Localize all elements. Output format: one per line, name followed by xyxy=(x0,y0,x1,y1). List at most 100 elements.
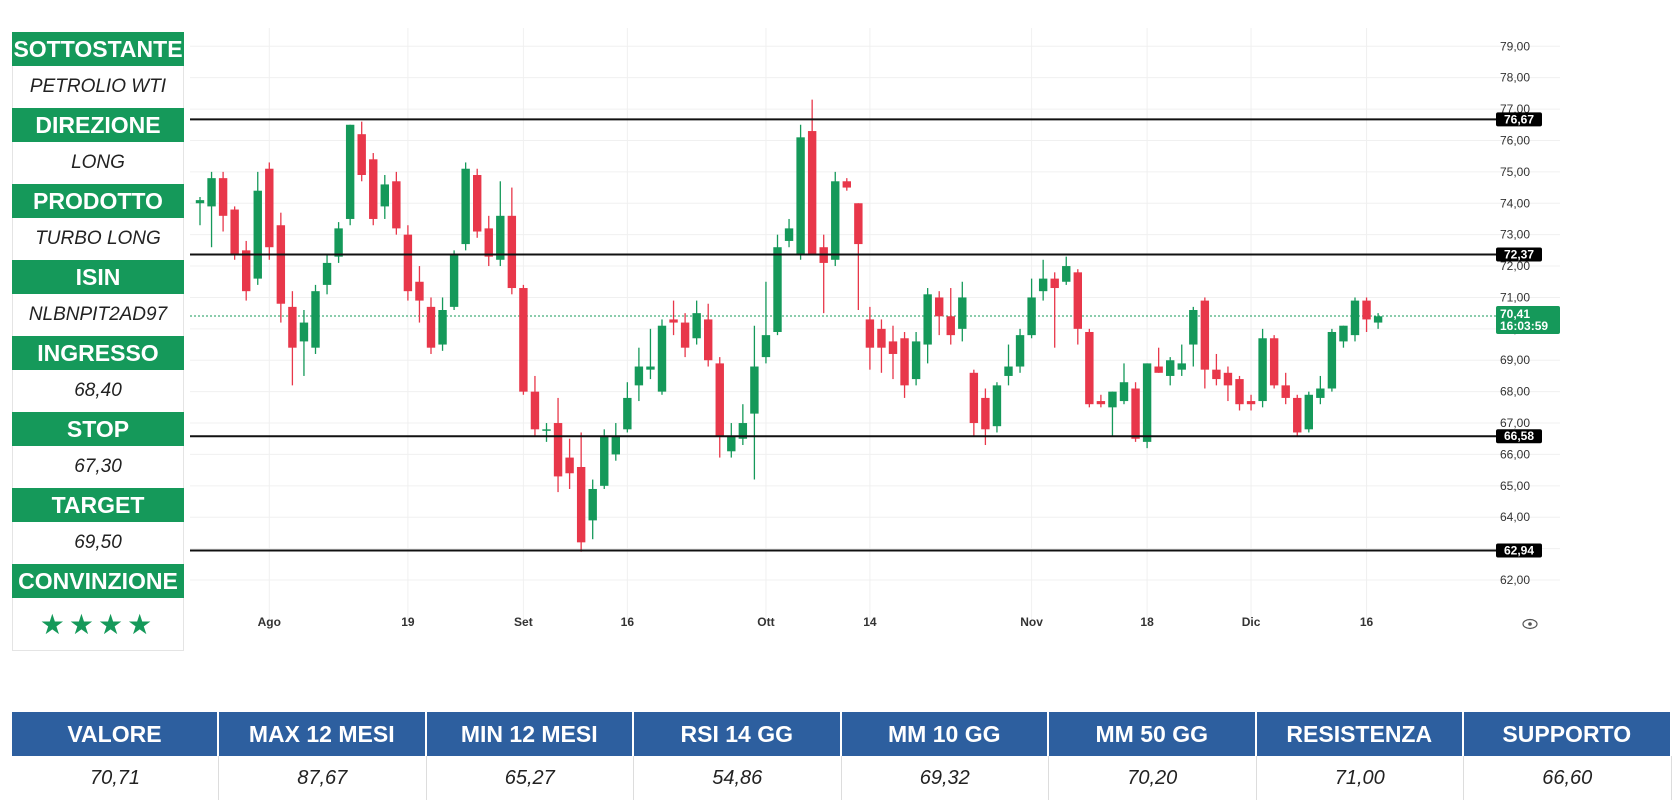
candle-body xyxy=(1258,338,1267,402)
stats-table: VALORE MAX 12 MESI MIN 12 MESI RSI 14 GG MM … xyxy=(12,712,1672,800)
sidebar-value-target: 69,50 xyxy=(12,522,184,564)
y-tick-label: 69,00 xyxy=(1500,353,1530,367)
stats-header-valore: VALORE xyxy=(12,712,219,756)
candle-body xyxy=(1085,331,1094,405)
candle-body xyxy=(1142,363,1152,442)
sidebar-label-isin: ISIN xyxy=(12,260,184,294)
x-tick-label: 19 xyxy=(401,615,415,629)
chart-svg: 62,0063,0064,0065,0066,0067,0068,0069,00… xyxy=(190,28,1560,630)
x-tick-label: 18 xyxy=(1140,615,1154,629)
candle-body xyxy=(230,209,239,254)
candle-body xyxy=(1189,310,1198,345)
candle-body xyxy=(542,429,551,431)
stats-header-min-12-mesi: MIN 12 MESI xyxy=(426,712,634,756)
candle-body xyxy=(426,306,436,348)
candle-body xyxy=(1038,278,1048,292)
candle-body xyxy=(1350,300,1360,336)
candle-body xyxy=(403,234,413,292)
candle-body xyxy=(1004,366,1013,376)
candle-body xyxy=(623,397,632,430)
candle-body xyxy=(692,313,701,339)
candle-body xyxy=(877,328,886,348)
x-tick-label: Ago xyxy=(258,615,281,629)
candle-body xyxy=(1281,385,1290,398)
x-tick-label: 16 xyxy=(621,615,635,629)
candle-body xyxy=(1373,316,1383,323)
sidebar-label-convinzione: CONVINZIONE xyxy=(12,564,184,598)
candle-body xyxy=(796,137,805,254)
y-tick-label: 68,00 xyxy=(1500,385,1530,399)
candle-body xyxy=(195,200,205,204)
stats-value-mm-50-gg: 70,20 xyxy=(1049,756,1257,800)
candle-body xyxy=(946,316,955,336)
candle-body xyxy=(1166,360,1175,376)
candle-body xyxy=(969,372,979,424)
candle-body xyxy=(715,363,724,436)
candle-body xyxy=(1269,338,1279,386)
sidebar-value-ingresso: 68,40 xyxy=(12,370,184,412)
candle-body xyxy=(923,294,932,345)
conviction-stars: ★★★★ xyxy=(12,598,184,651)
candle-body xyxy=(704,319,713,361)
sidebar-label-prodotto: PRODOTTO xyxy=(12,184,184,218)
candle-body xyxy=(750,366,759,414)
eye-icon[interactable] xyxy=(1522,618,1538,630)
candle-body xyxy=(392,181,401,229)
y-tick-label: 62,00 xyxy=(1500,573,1530,587)
candle-body xyxy=(380,184,389,207)
candle-body xyxy=(1131,388,1140,439)
candle-body xyxy=(1177,363,1186,370)
candle-body xyxy=(1235,379,1244,405)
x-tick-label: Set xyxy=(514,615,533,629)
candle-body xyxy=(496,215,505,260)
stats-value-supporto: 66,60 xyxy=(1464,756,1672,800)
stats-value-min-12-mesi: 65,27 xyxy=(427,756,634,800)
candle-body xyxy=(484,228,493,257)
countdown-label: 16:03:59 xyxy=(1500,319,1548,333)
candle-body xyxy=(1246,401,1256,405)
level-tag-label: 62,94 xyxy=(1504,544,1534,558)
candle-body xyxy=(935,297,944,317)
candle-body xyxy=(438,310,447,345)
stats-value-valore: 70,71 xyxy=(12,756,219,800)
candle-body xyxy=(738,423,748,439)
candle-body xyxy=(288,306,297,348)
candle-body xyxy=(888,341,898,354)
sidebar-value-isin: NLBNPIT2AD97 xyxy=(12,294,184,336)
x-tick-label: Dic xyxy=(1242,615,1261,629)
candle-body xyxy=(311,291,320,348)
sidebar-value-direzione: LONG xyxy=(12,142,184,184)
candle-body xyxy=(1200,300,1210,370)
current-price-tag xyxy=(1496,305,1560,334)
candle-body xyxy=(992,385,1002,427)
candle-body xyxy=(611,435,620,455)
candle-body xyxy=(1108,391,1117,408)
candle-body xyxy=(646,366,655,370)
candle-body xyxy=(981,397,990,430)
sidebar-label-stop: STOP xyxy=(12,412,184,446)
candle-body xyxy=(530,391,540,430)
candle-body xyxy=(576,466,586,543)
candle-body xyxy=(565,457,574,474)
candle-body xyxy=(1050,278,1059,289)
level-tag xyxy=(1496,429,1542,444)
candle-body xyxy=(357,134,366,176)
candle-body xyxy=(727,435,736,452)
candle-body xyxy=(634,366,644,386)
x-tick-label: Ott xyxy=(757,615,774,629)
x-tick-label: Nov xyxy=(1020,615,1043,629)
candle-body xyxy=(958,297,967,329)
candle-body xyxy=(369,159,378,219)
candle-body xyxy=(553,423,563,477)
stats-value-resistenza: 71,00 xyxy=(1257,756,1464,800)
candle-body xyxy=(854,203,863,245)
candle-body xyxy=(1154,366,1163,373)
sidebar-label-ingresso: INGRESSO xyxy=(12,336,184,370)
candle-body xyxy=(807,131,817,254)
y-tick-label: 76,00 xyxy=(1500,133,1530,147)
candle-body xyxy=(265,168,274,248)
candle-body xyxy=(218,178,228,216)
sidebar-value-stop: 67,30 xyxy=(12,446,184,488)
y-tick-label: 66,00 xyxy=(1500,447,1530,461)
current-price-label: 70,41 xyxy=(1500,307,1530,321)
